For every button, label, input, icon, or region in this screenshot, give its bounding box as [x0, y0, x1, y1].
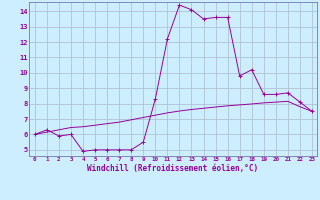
- X-axis label: Windchill (Refroidissement éolien,°C): Windchill (Refroidissement éolien,°C): [87, 164, 258, 173]
